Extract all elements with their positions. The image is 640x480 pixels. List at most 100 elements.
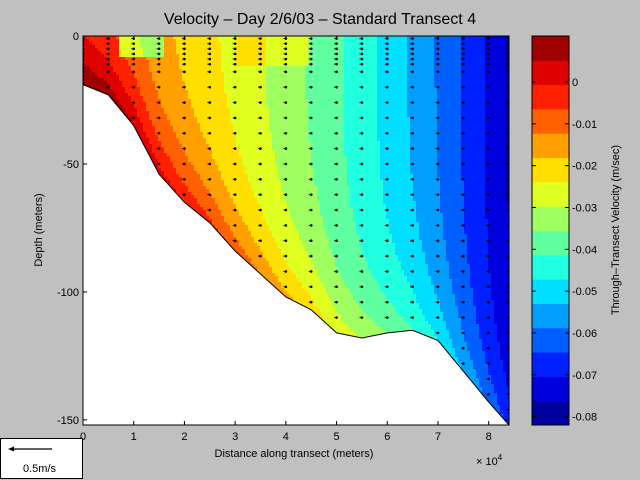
field-cell xyxy=(311,36,315,40)
field-cell xyxy=(95,42,99,46)
field-cell xyxy=(245,183,249,187)
field-cell xyxy=(287,192,291,196)
field-cell xyxy=(206,120,210,124)
field-cell xyxy=(206,174,210,178)
field-cell xyxy=(302,72,306,76)
field-cell xyxy=(134,120,138,124)
field-cell xyxy=(155,135,159,139)
field-cell xyxy=(323,57,327,61)
field-cell xyxy=(281,42,285,46)
field-cell xyxy=(272,156,276,160)
field-cell xyxy=(317,219,321,223)
field-cell xyxy=(278,69,282,73)
field-cell xyxy=(224,42,228,46)
field-cell xyxy=(281,63,285,67)
field-cell xyxy=(146,45,150,49)
field-cell xyxy=(212,192,216,196)
field-cell xyxy=(233,189,237,193)
field-cell xyxy=(290,189,294,193)
field-cell xyxy=(197,156,201,160)
field-cell xyxy=(179,189,183,193)
field-cell xyxy=(212,51,216,55)
field-cell xyxy=(293,63,297,67)
field-cell xyxy=(281,153,285,157)
field-cell xyxy=(128,105,132,109)
field-cell xyxy=(305,54,309,58)
field-cell xyxy=(215,45,219,49)
field-cell xyxy=(191,141,195,145)
field-cell xyxy=(260,243,264,247)
field-cell xyxy=(320,282,324,286)
field-cell xyxy=(86,75,90,79)
field-cell xyxy=(197,165,201,169)
field-cell xyxy=(266,96,270,100)
field-cell xyxy=(185,48,189,52)
field-cell xyxy=(257,192,261,196)
field-cell xyxy=(272,159,276,163)
field-cell xyxy=(248,219,252,223)
field-cell xyxy=(251,165,255,169)
field-cell xyxy=(311,171,315,175)
field-cell xyxy=(236,204,240,208)
field-cell xyxy=(218,138,222,142)
field-cell xyxy=(194,48,198,52)
field-cell xyxy=(287,267,291,271)
field-cell xyxy=(275,78,279,82)
field-cell xyxy=(173,36,177,40)
field-cell xyxy=(140,54,144,58)
field-cell xyxy=(293,123,297,127)
field-cell xyxy=(194,144,198,148)
field-cell xyxy=(317,99,321,103)
field-cell xyxy=(224,213,228,217)
field-cell xyxy=(230,108,234,112)
field-cell xyxy=(140,135,144,139)
field-cell xyxy=(263,45,267,49)
field-cell xyxy=(224,57,228,61)
field-cell xyxy=(242,255,246,259)
field-cell xyxy=(140,99,144,103)
field-cell xyxy=(227,135,231,139)
field-cell xyxy=(230,54,234,58)
field-cell xyxy=(206,183,210,187)
field-cell xyxy=(281,207,285,211)
field-cell xyxy=(293,171,297,175)
field-cell xyxy=(227,51,231,55)
field-cell xyxy=(263,144,267,148)
field-cell xyxy=(317,174,321,178)
field-cell xyxy=(206,93,210,97)
field-cell xyxy=(263,198,267,202)
field-cell xyxy=(206,168,210,172)
field-cell xyxy=(224,108,228,112)
field-cell xyxy=(242,129,246,133)
field-cell xyxy=(227,126,231,130)
field-cell xyxy=(287,174,291,178)
field-cell xyxy=(296,75,300,79)
field-cell xyxy=(173,39,177,43)
field-cell xyxy=(278,168,282,172)
field-cell xyxy=(305,219,309,223)
field-cell xyxy=(293,213,297,217)
field-cell xyxy=(224,48,228,52)
field-cell xyxy=(119,96,123,100)
field-cell xyxy=(152,60,156,64)
field-cell xyxy=(236,159,240,163)
field-cell xyxy=(263,54,267,58)
field-cell xyxy=(152,111,156,115)
field-cell xyxy=(83,72,87,76)
field-cell xyxy=(275,204,279,208)
field-cell xyxy=(278,51,282,55)
field-cell xyxy=(329,99,333,103)
field-cell xyxy=(260,138,264,142)
field-cell xyxy=(149,111,153,115)
field-cell xyxy=(182,102,186,106)
field-cell xyxy=(305,60,309,64)
field-cell xyxy=(170,111,174,115)
field-cell xyxy=(314,171,318,175)
field-cell xyxy=(275,120,279,124)
field-cell xyxy=(251,111,255,115)
field-cell xyxy=(122,105,126,109)
field-cell xyxy=(266,264,270,268)
field-cell xyxy=(317,222,321,226)
field-cell xyxy=(122,81,126,85)
field-cell xyxy=(317,213,321,217)
